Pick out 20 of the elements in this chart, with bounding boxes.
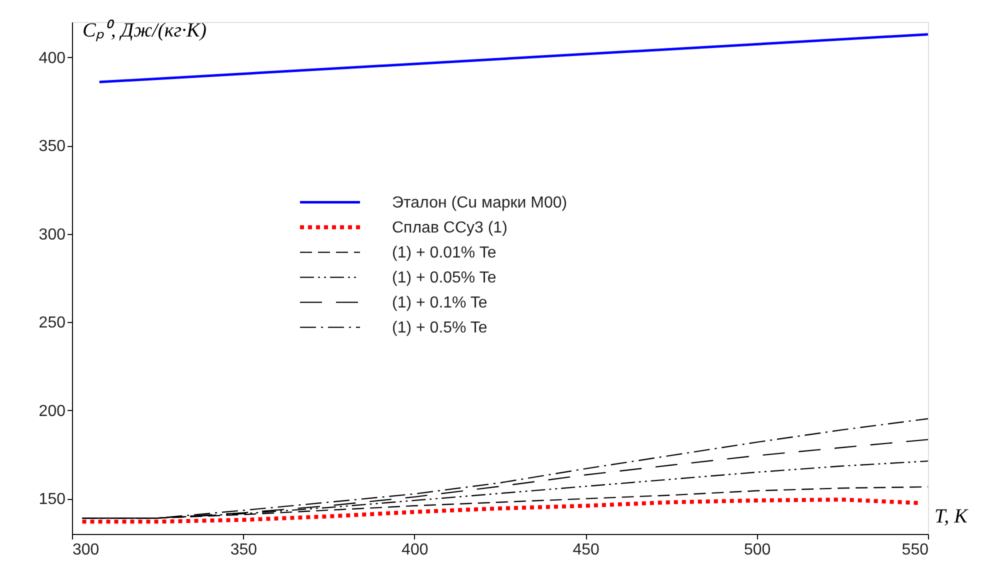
- x-tick-label: 350: [230, 542, 258, 558]
- legend-label: (1) + 0.01% Te: [392, 244, 496, 262]
- legend-label: (1) + 0.05% Te: [392, 269, 496, 286]
- y-tick-label: 300: [38, 226, 66, 244]
- legend-label: Сплав ССу3 (1): [392, 219, 508, 236]
- y-tick-label: 350: [38, 138, 66, 156]
- x-tick-label: 450: [572, 542, 600, 558]
- y-tick-label: 200: [38, 402, 66, 420]
- y-tick-label: 150: [38, 491, 66, 508]
- y-axis-title: Cₚ⁰, Дж/(кг·К): [82, 18, 207, 42]
- y-tick-label: 250: [38, 314, 66, 332]
- y-tick-label: 400: [38, 50, 66, 67]
- x-tick-label: 400: [402, 542, 428, 558]
- x-tick-label: 300: [72, 542, 100, 558]
- legend-label: (1) + 0.5% Te: [392, 319, 488, 336]
- x-tick-label: 550: [902, 542, 929, 558]
- legend-label: Эталон (Cu марки М00): [392, 194, 568, 212]
- x-tick-label: 500: [744, 542, 771, 558]
- x-axis-title: T, K: [934, 506, 970, 528]
- legend-label: (1) + 0.1% Te: [392, 294, 488, 312]
